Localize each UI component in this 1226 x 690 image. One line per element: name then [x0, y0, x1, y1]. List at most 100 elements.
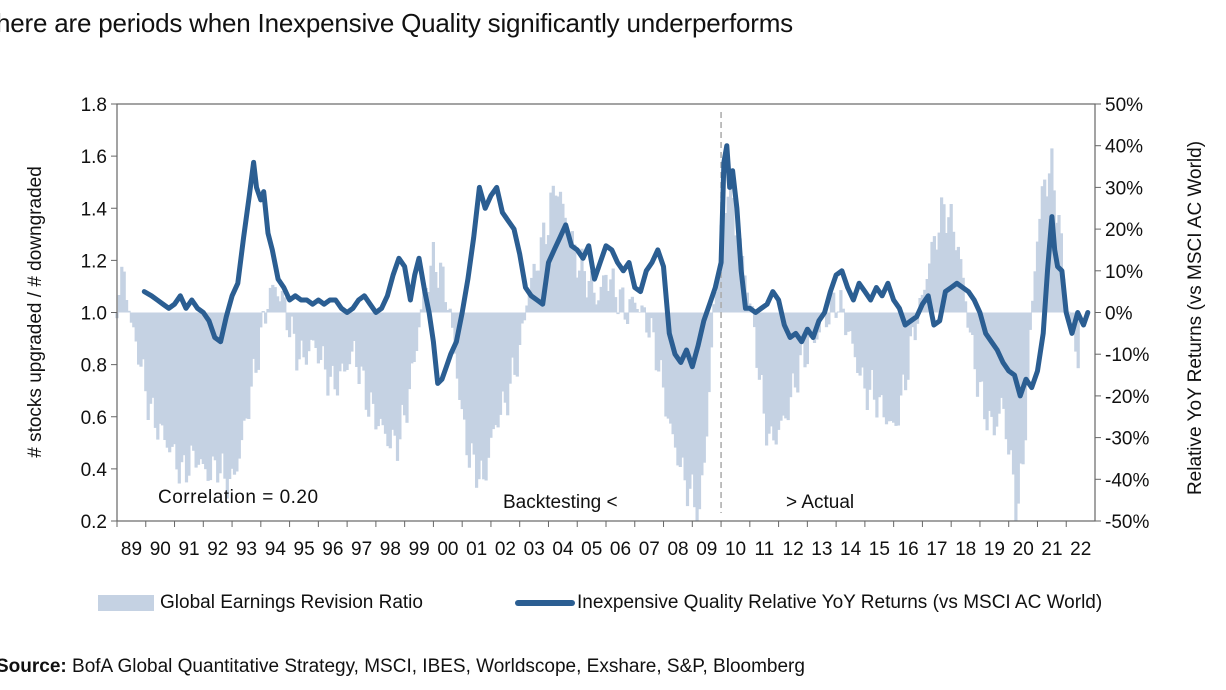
legend-bar-swatch [98, 595, 154, 611]
revision-ratio-bar [539, 237, 543, 313]
revision-ratio-bar [448, 308, 452, 313]
x-tick-label: 09 [696, 539, 717, 560]
revision-ratio-bar [616, 312, 620, 315]
backtesting-annotation: Backtesting < [503, 492, 618, 513]
revision-ratio-bar [793, 312, 797, 388]
revision-ratio-bar [928, 263, 932, 313]
revision-ratio-bar [182, 312, 186, 456]
revision-ratio-bar [134, 312, 138, 342]
revision-ratio-bar [137, 312, 141, 365]
revision-ratio-bar [314, 312, 318, 348]
revision-ratio-bar [453, 312, 457, 354]
revision-ratio-bar [422, 291, 426, 313]
revision-ratio-bar [899, 312, 903, 396]
y-axis-right-label: Relative YoY Returns (vs MSCI AC World) [1185, 141, 1206, 495]
revision-ratio-bar [1028, 312, 1032, 330]
revision-ratio-bar [235, 312, 239, 472]
revision-ratio-bar [240, 312, 244, 441]
x-tick-label: 05 [581, 539, 602, 560]
revision-ratio-bar [937, 232, 941, 313]
left-tick-label: 1.0 [81, 304, 107, 325]
revision-ratio-bar [220, 312, 225, 454]
revision-ratio-bar [156, 312, 160, 440]
right-tick-label: 20% [1105, 220, 1143, 241]
x-tick-label: 03 [524, 539, 545, 560]
revision-ratio-bar [714, 291, 718, 313]
revision-ratio-bar [892, 312, 896, 423]
revision-ratio-bar [1040, 186, 1044, 313]
y-axis-left-label: # stocks upgraded / # downgraded [25, 166, 46, 458]
revision-ratio-bar [853, 312, 857, 358]
revision-ratio-bar [707, 312, 711, 393]
revision-ratio-bar [1009, 312, 1013, 451]
revision-ratio-bar [671, 312, 675, 435]
revision-ratio-bar [824, 312, 829, 328]
revision-ratio-bar [522, 312, 527, 321]
revision-ratio-bar [935, 249, 939, 313]
revision-ratio-bar [484, 312, 488, 481]
revision-ratio-bar [371, 312, 376, 404]
revision-ratio-bar [280, 291, 284, 313]
revision-ratio-bar [386, 312, 390, 447]
revision-ratio-bar [630, 296, 634, 313]
revision-ratio-bar [987, 312, 992, 411]
revision-ratio-bar [709, 312, 714, 348]
revision-ratio-bar [697, 312, 702, 510]
revision-ratio-bar [498, 312, 503, 415]
revision-ratio-bar [645, 312, 649, 333]
revision-ratio-bar [316, 312, 320, 364]
revision-ratio-bar [942, 204, 946, 313]
revision-ratio-bar [1031, 300, 1035, 313]
revision-ratio-bar [839, 290, 843, 313]
revision-ratio-bar [451, 312, 455, 328]
revision-ratio-bar [1033, 271, 1037, 313]
revision-ratio-bar [901, 312, 905, 375]
revision-ratio-bar [836, 311, 841, 313]
revision-ratio-bar [443, 302, 447, 313]
revision-ratio-bar [851, 312, 855, 344]
revision-ratio-bar [307, 312, 311, 352]
revision-ratio-bar [623, 312, 627, 320]
revision-ratio-bar [410, 312, 414, 364]
left-tick-label: 1.4 [81, 199, 108, 220]
revision-ratio-bar [359, 312, 364, 367]
revision-ratio-bar [688, 312, 692, 489]
revision-ratio-bar [475, 312, 479, 488]
revision-ratio-bar [681, 312, 685, 458]
revision-ratio-bar [237, 312, 241, 459]
revision-ratio-bar [980, 312, 984, 382]
revision-ratio-bar [513, 312, 517, 375]
revision-ratio-bar [573, 244, 577, 313]
revision-ratio-bar [904, 312, 908, 391]
revision-ratio-bar [889, 312, 893, 421]
revision-ratio-bar [129, 312, 133, 323]
revision-ratio-bar [865, 312, 869, 410]
revision-ratio-bar [149, 312, 153, 404]
revision-ratio-bar [355, 312, 359, 367]
revision-ratio-bar [374, 312, 378, 430]
x-tick-label: 02 [495, 539, 516, 560]
x-axis-ticks: 89 90 91 92 93 94 95 96 97 98 99 00 01 02 03 04 05 06 07 08… [116, 521, 1091, 560]
revision-ratio-bars [115, 148, 1080, 521]
revision-ratio-bar [966, 312, 970, 328]
revision-ratio-bar [199, 312, 203, 460]
x-tick-label: 14 [840, 539, 862, 560]
revision-ratio-bar [673, 312, 678, 448]
x-tick-label: 15 [869, 539, 890, 560]
revision-ratio-bar [268, 287, 272, 313]
x-tick-label: 13 [811, 539, 832, 560]
revision-ratio-bar [122, 271, 126, 313]
revision-ratio-bar [863, 312, 867, 389]
revision-ratio-bar [230, 312, 234, 469]
revision-ratio-bar [285, 312, 289, 331]
revision-ratio-bar [642, 307, 646, 313]
revision-ratio-bar [690, 312, 694, 475]
revision-ratio-bar [1035, 241, 1040, 313]
revision-ratio-bar [211, 312, 215, 457]
revision-ratio-bar [120, 266, 124, 313]
revision-ratio-bar [175, 312, 179, 470]
revision-ratio-bar [1038, 218, 1042, 313]
x-tick-label: 08 [667, 539, 688, 560]
revision-ratio-bar [649, 312, 654, 319]
x-tick-label: 21 [1041, 539, 1062, 560]
